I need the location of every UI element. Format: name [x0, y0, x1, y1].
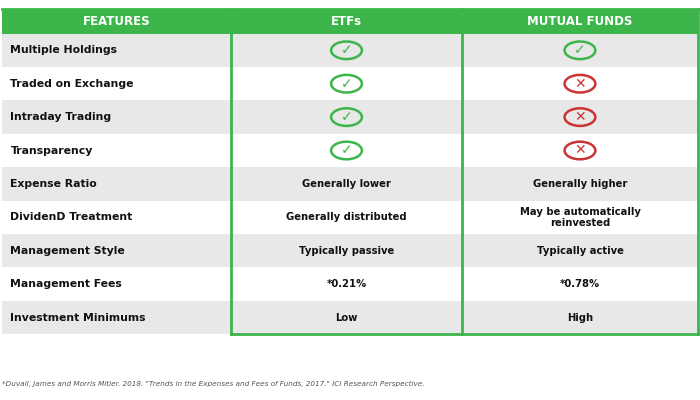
- Text: FEATURES: FEATURES: [83, 15, 150, 28]
- FancyBboxPatch shape: [231, 9, 462, 34]
- Text: Generally distributed: Generally distributed: [286, 212, 407, 222]
- Text: ✓: ✓: [341, 144, 352, 158]
- Text: Management Style: Management Style: [10, 246, 125, 256]
- FancyBboxPatch shape: [2, 9, 231, 34]
- FancyBboxPatch shape: [2, 268, 231, 301]
- Text: High: High: [567, 312, 593, 322]
- FancyBboxPatch shape: [231, 234, 462, 268]
- Text: ETFs: ETFs: [331, 15, 362, 28]
- Text: *Duvall, James and Morris Mitler. 2018. "Trends in the Expenses and Fees of Fund: *Duvall, James and Morris Mitler. 2018. …: [2, 381, 425, 387]
- FancyBboxPatch shape: [462, 268, 698, 301]
- FancyBboxPatch shape: [2, 201, 231, 234]
- Text: May be automatically
reinvested: May be automatically reinvested: [519, 206, 640, 228]
- FancyBboxPatch shape: [462, 234, 698, 268]
- FancyBboxPatch shape: [462, 34, 698, 67]
- FancyBboxPatch shape: [231, 201, 462, 234]
- Text: ✕: ✕: [574, 110, 586, 124]
- FancyBboxPatch shape: [2, 34, 231, 67]
- Text: Expense Ratio: Expense Ratio: [10, 179, 97, 189]
- FancyBboxPatch shape: [462, 167, 698, 201]
- Text: Transparency: Transparency: [10, 146, 93, 156]
- Text: Low: Low: [335, 312, 358, 322]
- Text: ✓: ✓: [341, 43, 352, 57]
- FancyBboxPatch shape: [2, 301, 231, 334]
- Text: ✓: ✓: [341, 110, 352, 124]
- Text: Multiple Holdings: Multiple Holdings: [10, 45, 118, 55]
- FancyBboxPatch shape: [231, 100, 462, 134]
- FancyBboxPatch shape: [462, 201, 698, 234]
- FancyBboxPatch shape: [2, 67, 231, 100]
- Text: Traded on Exchange: Traded on Exchange: [10, 79, 134, 89]
- Text: Generally lower: Generally lower: [302, 179, 391, 189]
- FancyBboxPatch shape: [231, 268, 462, 301]
- Text: Management Fees: Management Fees: [10, 279, 122, 289]
- FancyBboxPatch shape: [462, 134, 698, 167]
- FancyBboxPatch shape: [2, 100, 231, 134]
- FancyBboxPatch shape: [462, 9, 698, 34]
- FancyBboxPatch shape: [231, 34, 462, 67]
- FancyBboxPatch shape: [2, 167, 231, 201]
- FancyBboxPatch shape: [462, 67, 698, 100]
- Text: ✕: ✕: [574, 77, 586, 91]
- FancyBboxPatch shape: [231, 67, 462, 100]
- Text: ✓: ✓: [574, 43, 586, 57]
- FancyBboxPatch shape: [231, 167, 462, 201]
- FancyBboxPatch shape: [462, 100, 698, 134]
- Text: Generally higher: Generally higher: [533, 179, 627, 189]
- FancyBboxPatch shape: [231, 301, 462, 334]
- Text: MUTUAL FUNDS: MUTUAL FUNDS: [527, 15, 633, 28]
- Text: DividenD Treatment: DividenD Treatment: [10, 212, 133, 222]
- FancyBboxPatch shape: [231, 134, 462, 167]
- Text: ✕: ✕: [574, 144, 586, 158]
- Text: *0.21%: *0.21%: [326, 279, 367, 289]
- FancyBboxPatch shape: [2, 134, 231, 167]
- Text: Typically active: Typically active: [536, 246, 624, 256]
- FancyBboxPatch shape: [2, 234, 231, 268]
- Text: ✓: ✓: [341, 77, 352, 91]
- Text: *0.78%: *0.78%: [560, 279, 600, 289]
- Text: Investment Minimums: Investment Minimums: [10, 312, 146, 322]
- Text: Typically passive: Typically passive: [299, 246, 394, 256]
- FancyBboxPatch shape: [462, 301, 698, 334]
- Text: Intraday Trading: Intraday Trading: [10, 112, 111, 122]
